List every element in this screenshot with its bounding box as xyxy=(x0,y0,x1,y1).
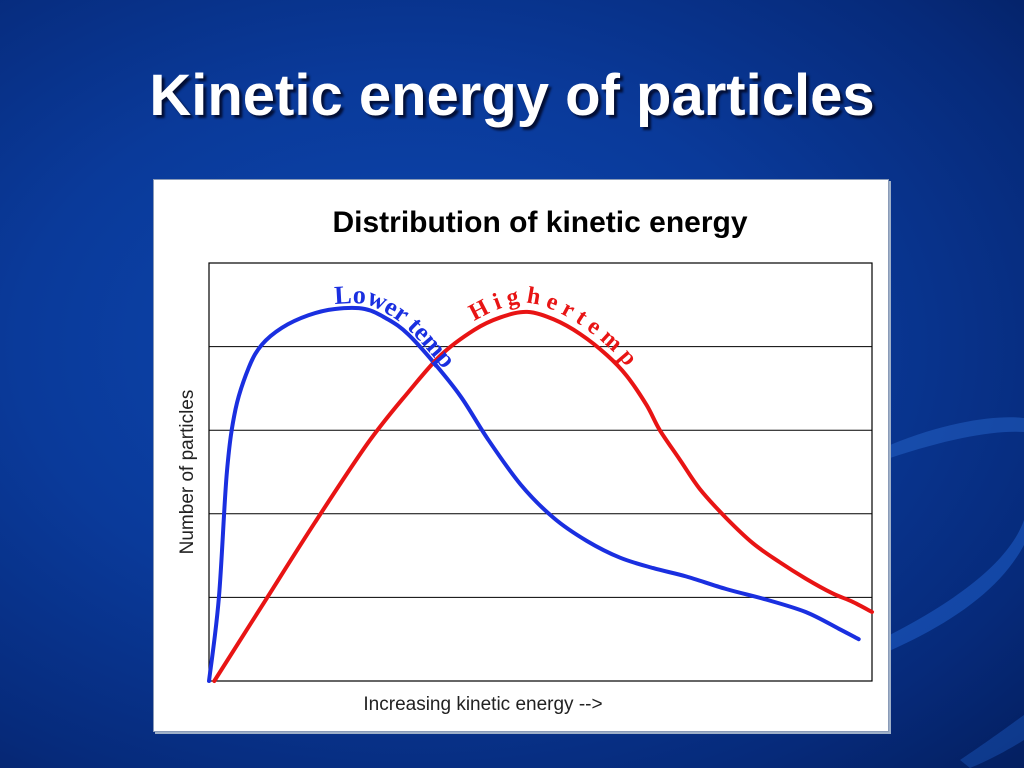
series-layer xyxy=(207,305,874,683)
annotation-label-higher-temp: H i g h e r t e m p xyxy=(465,283,642,371)
series-line-lower-temp xyxy=(207,305,861,683)
chart-title: Distribution of kinetic energy xyxy=(332,206,747,239)
y-axis-label: Number of particles xyxy=(177,390,198,555)
plot-area-border xyxy=(208,262,873,682)
annotation-label-lower-temp: Lower temp xyxy=(333,280,461,374)
slide-title: Kinetic energy of particles xyxy=(149,63,875,128)
x-axis-label: Increasing kinetic energy --> xyxy=(363,694,602,715)
series-line-higher-temp xyxy=(212,309,874,683)
kinetic-energy-chart: Distribution of kinetic energy Lower tem… xyxy=(177,206,874,715)
chart-frame: Distribution of kinetic energy Lower tem… xyxy=(153,179,889,732)
